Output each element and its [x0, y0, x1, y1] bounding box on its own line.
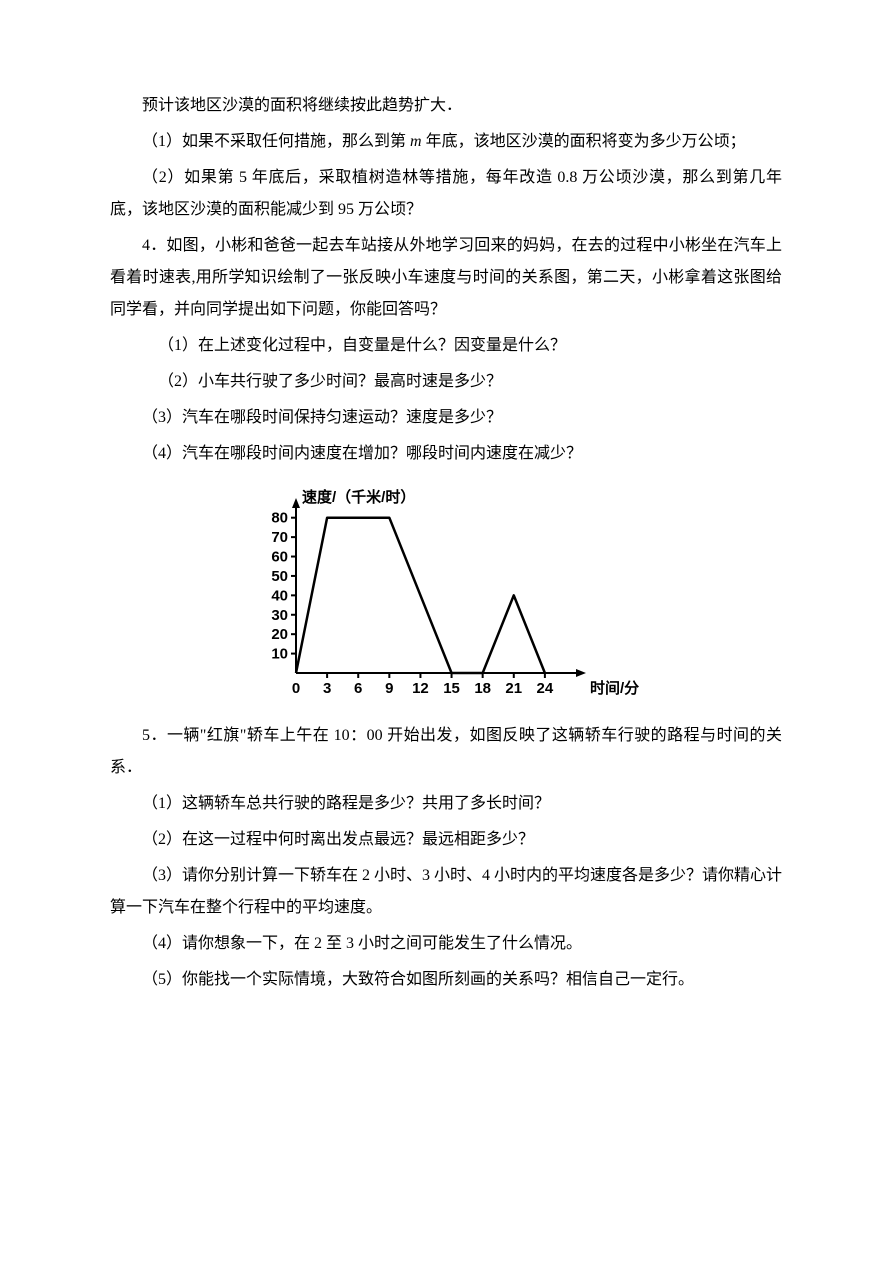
- svg-text:70: 70: [271, 529, 288, 546]
- svg-text:3: 3: [323, 680, 331, 697]
- question-4-3: （3）汽车在哪段时间保持匀速运动？速度是多少？: [110, 402, 782, 434]
- svg-text:60: 60: [271, 549, 288, 566]
- chart-container: 速度/（千米/时） 10 20 30 40 50 60 70 80 0 3 6 9 12 15 18 21 24 时…: [110, 478, 782, 708]
- svg-text:速度/（千米/时）: 速度/（千米/时）: [302, 488, 415, 506]
- question-3-1: （1）如果不采取任何措施，那么到第 m 年底，该地区沙漠的面积将变为多少万公顷；: [110, 126, 782, 158]
- question-3-2: （2）如果第 5 年底后，采取植树造林等措施，每年改造 0.8 万公顷沙漠，那么…: [110, 162, 782, 226]
- svg-text:80: 80: [271, 510, 288, 527]
- question-5-3: （3）请你分别计算一下轿车在 2 小时、3 小时、4 小时内的平均速度各是多少？…: [110, 860, 782, 924]
- question-4: 4．如图，小彬和爸爸一起去车站接从外地学习回来的妈妈，在去的过程中小彬坐在汽车上…: [110, 230, 782, 326]
- question-5-5: （5）你能找一个实际情境，大致符合如图所刻画的关系吗？相信自己一定行。: [110, 964, 782, 996]
- svg-text:20: 20: [271, 626, 288, 643]
- question-4-4: （4）汽车在哪段时间内速度在增加？哪段时间内速度在减少？: [110, 438, 782, 470]
- svg-text:6: 6: [354, 680, 362, 697]
- svg-text:18: 18: [474, 680, 491, 697]
- svg-text:9: 9: [385, 680, 393, 697]
- svg-text:24: 24: [537, 680, 554, 697]
- question-4-1: （1）在上述变化过程中，自变量是什么？因变量是什么？: [110, 330, 782, 362]
- svg-text:10: 10: [271, 646, 288, 663]
- question-5-4: （4）请你想象一下，在 2 至 3 小时之间可能发生了什么情况。: [110, 928, 782, 960]
- svg-text:21: 21: [505, 680, 522, 697]
- svg-text:12: 12: [412, 680, 429, 697]
- speed-time-chart: 速度/（千米/时） 10 20 30 40 50 60 70 80 0 3 6 9 12 15 18 21 24 时…: [236, 478, 656, 708]
- question-5: 5．一辆"红旗"轿车上午在 10：00 开始出发，如图反映了这辆轿车行驶的路程与…: [110, 720, 782, 784]
- question-5-1: （1）这辆轿车总共行驶的路程是多少？共用了多长时间？: [110, 788, 782, 820]
- q3-1-prefix: （1）如果不采取任何措施，那么到第: [142, 133, 410, 150]
- svg-text:50: 50: [271, 568, 288, 585]
- variable-m: m: [410, 133, 422, 150]
- chart-svg: 速度/（千米/时） 10 20 30 40 50 60 70 80 0 3 6 9 12 15 18 21 24 时…: [236, 478, 656, 708]
- svg-text:15: 15: [443, 680, 460, 697]
- svg-text:30: 30: [271, 607, 288, 624]
- svg-text:时间/分: 时间/分: [590, 679, 639, 697]
- question-4-2: （2）小车共行驶了多少时间？最高时速是多少？: [110, 366, 782, 398]
- paragraph-intro: 预计该地区沙漠的面积将继续按此趋势扩大．: [110, 90, 782, 122]
- svg-text:0: 0: [292, 680, 300, 697]
- question-5-2: （2）在这一过程中何时离出发点最远？最远相距多少？: [110, 824, 782, 856]
- svg-text:40: 40: [271, 587, 288, 604]
- q3-1-suffix: 年底，该地区沙漠的面积将变为多少万公顷；: [422, 133, 746, 150]
